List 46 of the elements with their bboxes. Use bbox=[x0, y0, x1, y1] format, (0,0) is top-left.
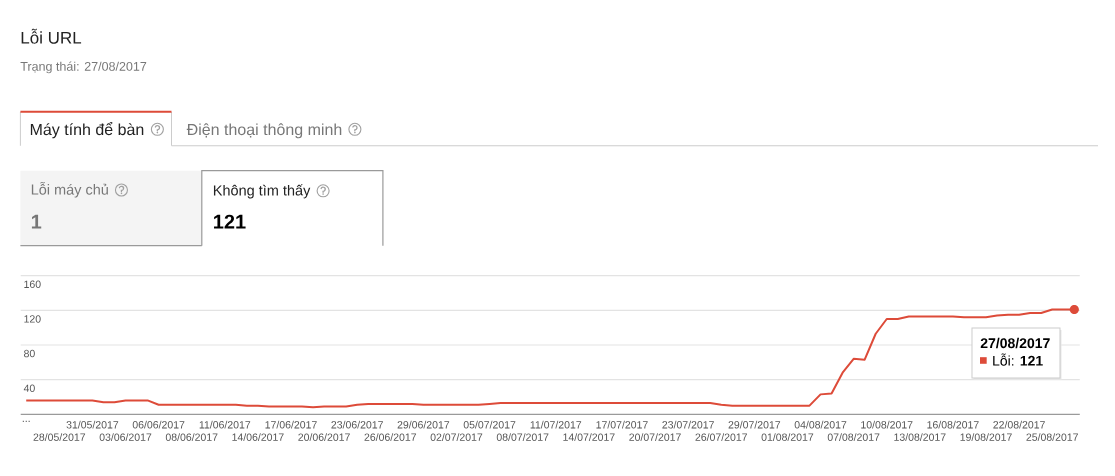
x-tick-label: 26/07/2017 bbox=[695, 433, 747, 441]
x-tick-label: 02/07/2017 bbox=[430, 433, 483, 441]
x-tick-label: 23/07/2017 bbox=[662, 420, 714, 429]
x-tick-label: 01/08/2017 bbox=[761, 433, 814, 441]
x-tick-label: 29/06/2017 bbox=[397, 420, 450, 429]
y-tick-label: 160 bbox=[24, 280, 41, 289]
y-tick-label: 80 bbox=[24, 349, 35, 358]
x-tick-label: 06/06/2017 bbox=[132, 420, 185, 429]
x-tick-label: 17/07/2017 bbox=[596, 420, 648, 429]
text: Điện thoại thông minh bbox=[186, 123, 342, 139]
x-tick-label: 04/08/2017 bbox=[794, 420, 847, 429]
y-tick-label: 40 bbox=[23, 384, 35, 392]
x-tick-label: 20/07/2017 bbox=[629, 433, 681, 441]
x-tick-label: 25/08/2017 bbox=[1026, 433, 1078, 441]
x-tick-label: 17/06/2017 bbox=[265, 420, 317, 429]
text: Lỗi máy chủ bbox=[31, 182, 108, 198]
text: Không tìm thấy bbox=[213, 184, 311, 199]
x-tick-label: 11/07/2017 bbox=[530, 420, 582, 429]
chart-subtitle: Trạng thái: 27/08/2017 bbox=[20, 61, 147, 74]
x-tick-label: 03/06/2017 bbox=[99, 433, 152, 441]
x-tick-label: 13/08/2017 bbox=[894, 433, 946, 441]
chart-title: Lỗi URL bbox=[21, 28, 82, 44]
text: Máy tính để bàn bbox=[30, 122, 144, 139]
x-tick-label: 28/05/2017 bbox=[33, 433, 86, 441]
x-tick-label: 23/06/2017 bbox=[331, 420, 383, 429]
x-tick-label: 26/06/2017 bbox=[364, 433, 417, 441]
x-tick-label: 29/07/2017 bbox=[728, 420, 781, 429]
x-tick-label: 16/08/2017 bbox=[927, 420, 979, 429]
x-tick-label: 10/08/2017 bbox=[861, 420, 913, 429]
x-tick-label: 07/08/2017 bbox=[827, 433, 880, 441]
x-tick-label: 19/08/2017 bbox=[960, 433, 1012, 441]
annotation: 27/08/2017 bbox=[980, 337, 1050, 349]
x-tick-label: 08/06/2017 bbox=[165, 433, 218, 441]
text: 121 bbox=[214, 214, 246, 229]
annotation: Lỗi: 121 bbox=[993, 353, 1043, 366]
x-tick-label: 08/07/2017 bbox=[496, 433, 549, 441]
x-tick-label: 22/08/2017 bbox=[993, 420, 1045, 429]
y-tick-label: 120 bbox=[24, 315, 41, 323]
text: 1 bbox=[31, 214, 42, 229]
x-tick-label: 14/07/2017 bbox=[563, 433, 615, 441]
x-tick-label: 14/06/2017 bbox=[232, 433, 284, 441]
x-tick-label: 31/05/2017 bbox=[66, 420, 119, 429]
x-tick-label: ... bbox=[22, 420, 30, 422]
x-tick-label: 11/06/2017 bbox=[199, 420, 251, 429]
x-tick-label: 20/06/2017 bbox=[298, 433, 350, 441]
x-tick-label: 05/07/2017 bbox=[463, 420, 516, 429]
